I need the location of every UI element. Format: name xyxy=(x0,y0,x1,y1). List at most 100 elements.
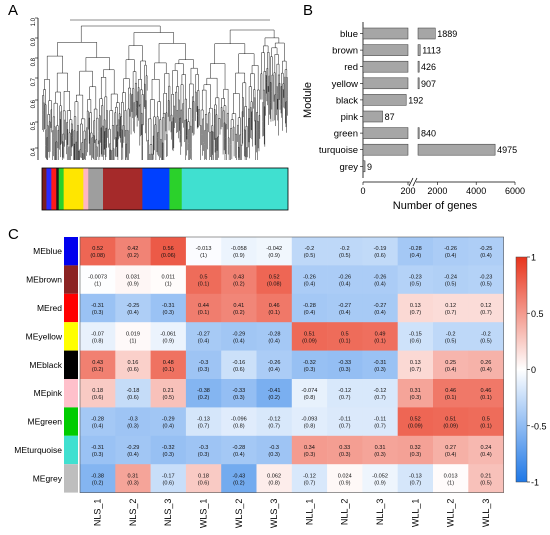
heatmap-cell-value: -0.26 xyxy=(374,275,387,281)
heatmap-column-label: NLS_2 xyxy=(128,499,138,527)
bar-value-label: 9 xyxy=(367,162,372,172)
heatmap-cell xyxy=(362,350,398,380)
heatmap-cell-value: 0.56 xyxy=(163,246,174,252)
heatmap-cell-value: 0.12 xyxy=(445,303,456,309)
panel-a-label: A xyxy=(8,2,19,19)
heatmap-cell-value: -0.31 xyxy=(91,445,104,451)
module-color-segment xyxy=(103,168,143,210)
heatmap-cell xyxy=(327,464,363,493)
heatmap-cell xyxy=(256,435,293,465)
color-scale-tick-label: 1 xyxy=(531,253,536,263)
heatmap-cell-value: -0.43 xyxy=(232,473,245,479)
heatmap-cell-pvalue: (0.6) xyxy=(198,480,210,486)
heatmap-cell-value: 0.52 xyxy=(410,417,421,423)
heatmap-cell xyxy=(397,322,434,351)
heatmap-cell-value: -0.052 xyxy=(372,473,388,479)
heatmap-cell-value: 0.31 xyxy=(410,388,421,394)
heatmap-cell-pvalue: (0.3) xyxy=(374,452,386,458)
color-scale-bar xyxy=(515,256,528,483)
bar-value-label: 426 xyxy=(421,62,436,72)
heatmap-cell-value: -0.093 xyxy=(302,417,318,423)
heatmap-cell-pvalue: (0.8) xyxy=(268,480,280,486)
heatmap-row-label: MEturquoise xyxy=(14,445,62,455)
bar-category-label: blue xyxy=(340,29,358,40)
heatmap-column-label: WLL_1 xyxy=(410,499,420,528)
heatmap-cell-pvalue: (0.8) xyxy=(304,395,316,401)
heatmap-cell xyxy=(256,350,293,380)
bar xyxy=(362,44,409,56)
heatmap-row-label: MEyellow xyxy=(26,331,63,341)
heatmap-cell xyxy=(433,350,469,380)
heatmap-cell-pvalue: (0.6) xyxy=(233,367,245,373)
heatmap-cell-value: 0.31 xyxy=(375,445,386,451)
heatmap-cell-pvalue: (0.4) xyxy=(127,452,139,458)
heatmap-cell-pvalue: (0.3) xyxy=(162,310,174,316)
heatmap-cell-pvalue: (0.3) xyxy=(198,367,210,373)
module-color-swatch xyxy=(64,293,78,323)
heatmap-cell-value: -0.23 xyxy=(480,275,493,281)
heatmap-cell-value: -0.061 xyxy=(160,331,176,337)
heatmap-cell-pvalue: (0.1) xyxy=(480,424,492,430)
heatmap-cell xyxy=(433,322,469,351)
heatmap-cell xyxy=(256,293,293,323)
heatmap-cell xyxy=(185,379,222,408)
heatmap-cell-value: 0.13 xyxy=(410,303,421,309)
heatmap-column-label: WLL_3 xyxy=(481,499,491,528)
heatmap-cell-value: -0.2 xyxy=(446,331,456,337)
heatmap-cell-value: -0.28 xyxy=(91,417,104,423)
heatmap-cell-value: -0.33 xyxy=(338,360,351,366)
heatmap-cell-pvalue: (1) xyxy=(130,338,137,344)
module-color-swatch xyxy=(64,464,78,493)
heatmap-cell-pvalue: (0.5) xyxy=(445,338,457,344)
heatmap-cell xyxy=(185,237,222,266)
heatmap-cell-pvalue: (0.3) xyxy=(339,367,351,373)
heatmap-cell-pvalue: (0.7) xyxy=(410,310,422,316)
bar-value-label: 87 xyxy=(385,112,395,122)
heatmap-cell-pvalue: (0.5) xyxy=(339,253,351,259)
heatmap-cell-pvalue: (0.9) xyxy=(162,338,174,344)
heatmap-cell-pvalue: (0.08) xyxy=(90,253,105,259)
heatmap-cell xyxy=(327,237,363,266)
heatmap-cell xyxy=(256,464,293,493)
heatmap-cell-value: -0.41 xyxy=(268,388,281,394)
bar xyxy=(417,143,496,156)
heatmap-cell xyxy=(256,407,293,437)
heatmap-cell xyxy=(397,237,434,266)
heatmap-cell-value: -0.31 xyxy=(91,303,104,309)
heatmap-cell xyxy=(433,407,469,437)
heatmap-cell xyxy=(221,464,257,493)
bar-chart-x-tick-label: 4000 xyxy=(466,186,486,196)
bar-category-label: brown xyxy=(332,46,358,57)
heatmap-cell-value: 0.024 xyxy=(338,473,352,479)
heatmap-cell-pvalue: (0.3) xyxy=(92,310,104,316)
heatmap-cell-value: 0.33 xyxy=(339,445,350,451)
heatmap-cell-pvalue: (0.09) xyxy=(443,424,458,430)
heatmap-cell-value: -0.28 xyxy=(409,246,422,252)
color-scale-tick-label: -1 xyxy=(531,478,539,488)
heatmap-cell-pvalue: (0.9) xyxy=(127,282,139,288)
heatmap-cell-pvalue: (0.2) xyxy=(198,395,210,401)
heatmap-cell-pvalue: (0.7) xyxy=(304,480,316,486)
heatmap-cell-pvalue: (0.3) xyxy=(92,452,104,458)
heatmap-cell-value: -0.013 xyxy=(196,246,212,252)
heatmap-cell-value: -0.24 xyxy=(444,275,457,281)
heatmap-cell xyxy=(185,265,222,295)
heatmap-row-label: MEgreen xyxy=(28,417,63,427)
heatmap-cell-pvalue: (0.4) xyxy=(233,338,245,344)
module-color-swatch xyxy=(64,265,78,294)
heatmap-cell-value: 0.013 xyxy=(444,473,458,479)
heatmap-cell-pvalue: (0.7) xyxy=(339,395,351,401)
heatmap-cell xyxy=(362,435,398,465)
dendrogram-tree xyxy=(42,19,288,160)
bar xyxy=(362,127,409,139)
heatmap-cell-value: 0.12 xyxy=(481,303,492,309)
heatmap-cell-pvalue: (0.3) xyxy=(304,452,316,458)
heatmap-cell xyxy=(221,379,257,408)
heatmap-cell-pvalue: (0.1) xyxy=(445,395,457,401)
heatmap-cell xyxy=(397,379,434,408)
heatmap-cell-value: 0.5 xyxy=(482,417,490,423)
heatmap-cell-pvalue: (0.06) xyxy=(161,253,176,259)
bar-chart-x-tick-label: 0 xyxy=(360,186,365,196)
heatmap-cell-pvalue: (0.6) xyxy=(127,395,139,401)
bar xyxy=(362,94,407,106)
